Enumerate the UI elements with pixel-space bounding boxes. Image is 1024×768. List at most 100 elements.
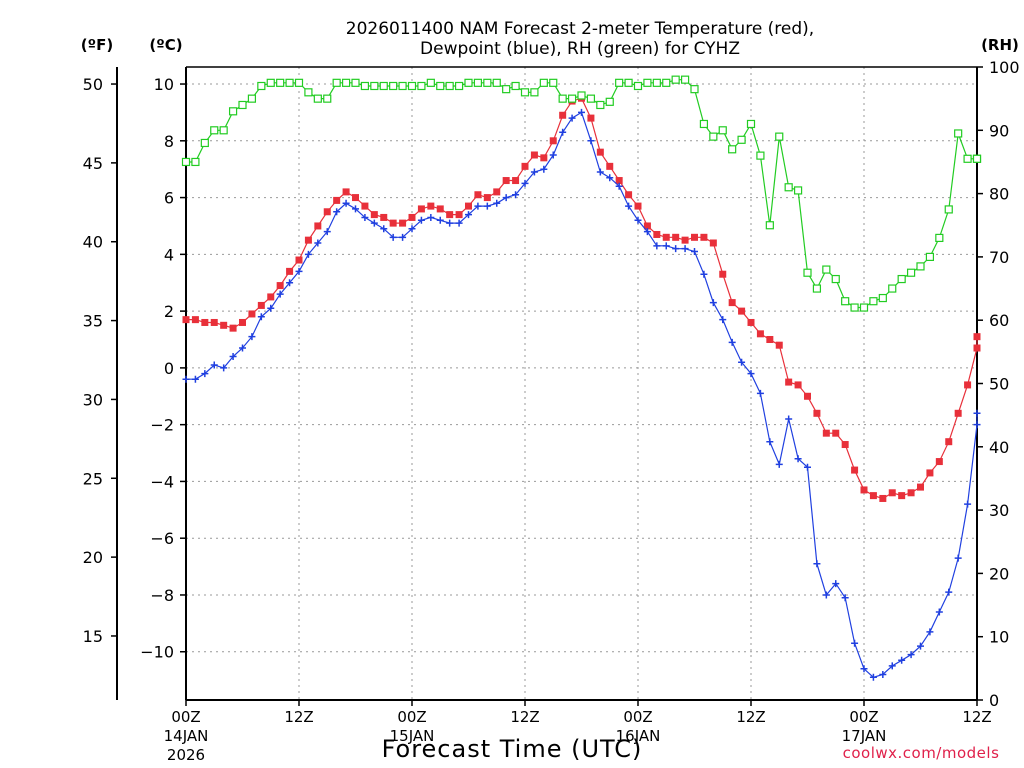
data-point	[851, 466, 859, 474]
data-point	[700, 233, 708, 241]
data-point	[605, 97, 614, 106]
data-point	[455, 219, 463, 227]
data-point	[295, 256, 303, 264]
data-point	[718, 126, 727, 135]
data-point	[719, 270, 727, 278]
data-point	[465, 211, 472, 219]
data-point	[775, 341, 783, 349]
data-point	[963, 154, 972, 163]
data-point	[200, 138, 209, 148]
data-point	[945, 588, 953, 596]
data-point	[897, 274, 906, 284]
data-point	[850, 303, 859, 312]
data-point	[549, 78, 558, 87]
data-point	[615, 78, 624, 87]
data-point	[822, 265, 831, 274]
data-point	[210, 318, 218, 326]
data-point	[436, 205, 444, 213]
data-point	[341, 78, 351, 87]
data-point	[756, 330, 764, 338]
data-point	[841, 441, 849, 449]
data-point	[775, 132, 784, 141]
data-point	[210, 126, 219, 135]
data-point	[973, 409, 981, 417]
fahrenheit-tick-label: 20	[83, 548, 103, 567]
data-point	[342, 199, 350, 207]
x-tick-label: 00Z	[849, 708, 878, 726]
data-point	[445, 81, 454, 91]
data-point	[323, 228, 331, 236]
data-point	[803, 268, 812, 277]
data-point	[266, 78, 275, 87]
data-point	[822, 429, 830, 437]
data-point	[917, 642, 924, 650]
celsius-tick-label: −10	[140, 643, 174, 662]
data-point	[389, 219, 397, 227]
data-point	[294, 78, 304, 87]
data-point	[313, 94, 322, 103]
data-point	[229, 353, 237, 361]
data-point	[408, 213, 416, 221]
data-point	[596, 100, 605, 110]
data-point	[625, 202, 633, 210]
data-point	[370, 81, 379, 91]
data-point	[719, 316, 727, 324]
data-point	[407, 81, 417, 91]
data-point	[615, 177, 623, 185]
celsius-tick-label: 8	[164, 132, 174, 151]
data-point	[455, 211, 463, 219]
data-point	[898, 656, 906, 664]
data-point	[239, 344, 246, 352]
data-point	[380, 213, 388, 221]
celsius-tick-label: −8	[150, 586, 174, 605]
data-point	[972, 154, 982, 163]
data-point	[898, 492, 906, 500]
fahrenheit-tick-label: 50	[83, 75, 103, 94]
data-point	[267, 293, 275, 301]
data-point	[888, 284, 897, 293]
data-point	[832, 429, 840, 437]
data-point	[652, 78, 661, 87]
data-point	[879, 670, 887, 678]
data-point	[559, 128, 567, 136]
data-point	[417, 81, 426, 91]
data-point	[352, 205, 359, 213]
data-point	[389, 233, 397, 241]
data-point	[399, 233, 407, 241]
data-point	[624, 78, 633, 87]
data-point	[464, 78, 473, 87]
data-point	[333, 208, 341, 216]
x-tick-year: 2026	[167, 746, 205, 764]
data-point	[380, 225, 388, 233]
data-point	[182, 375, 190, 383]
axes	[116, 66, 978, 701]
data-point	[567, 94, 577, 103]
data-point	[926, 628, 934, 636]
data-point	[794, 381, 802, 389]
series-relative-humidity	[181, 75, 982, 312]
rh-tick-label: 0	[989, 691, 999, 710]
data-point	[238, 100, 247, 110]
data-point	[191, 157, 200, 167]
data-point	[746, 119, 756, 129]
data-point	[888, 662, 896, 670]
rh-unit-label: (RH)	[981, 36, 1019, 54]
data-point	[926, 469, 934, 477]
data-point	[239, 318, 246, 326]
data-point	[257, 81, 266, 91]
data-point	[360, 81, 370, 91]
data-point	[474, 191, 482, 199]
data-point	[709, 299, 717, 307]
data-point	[521, 162, 529, 170]
celsius-tick-label: 2	[164, 302, 174, 321]
data-point	[220, 321, 228, 329]
data-point	[765, 221, 774, 230]
data-point	[304, 88, 313, 97]
data-point	[860, 486, 868, 494]
data-point	[756, 151, 765, 160]
data-point	[361, 202, 369, 210]
data-point	[813, 560, 821, 568]
data-point	[399, 219, 407, 227]
data-point	[587, 137, 595, 145]
data-point	[549, 151, 557, 159]
